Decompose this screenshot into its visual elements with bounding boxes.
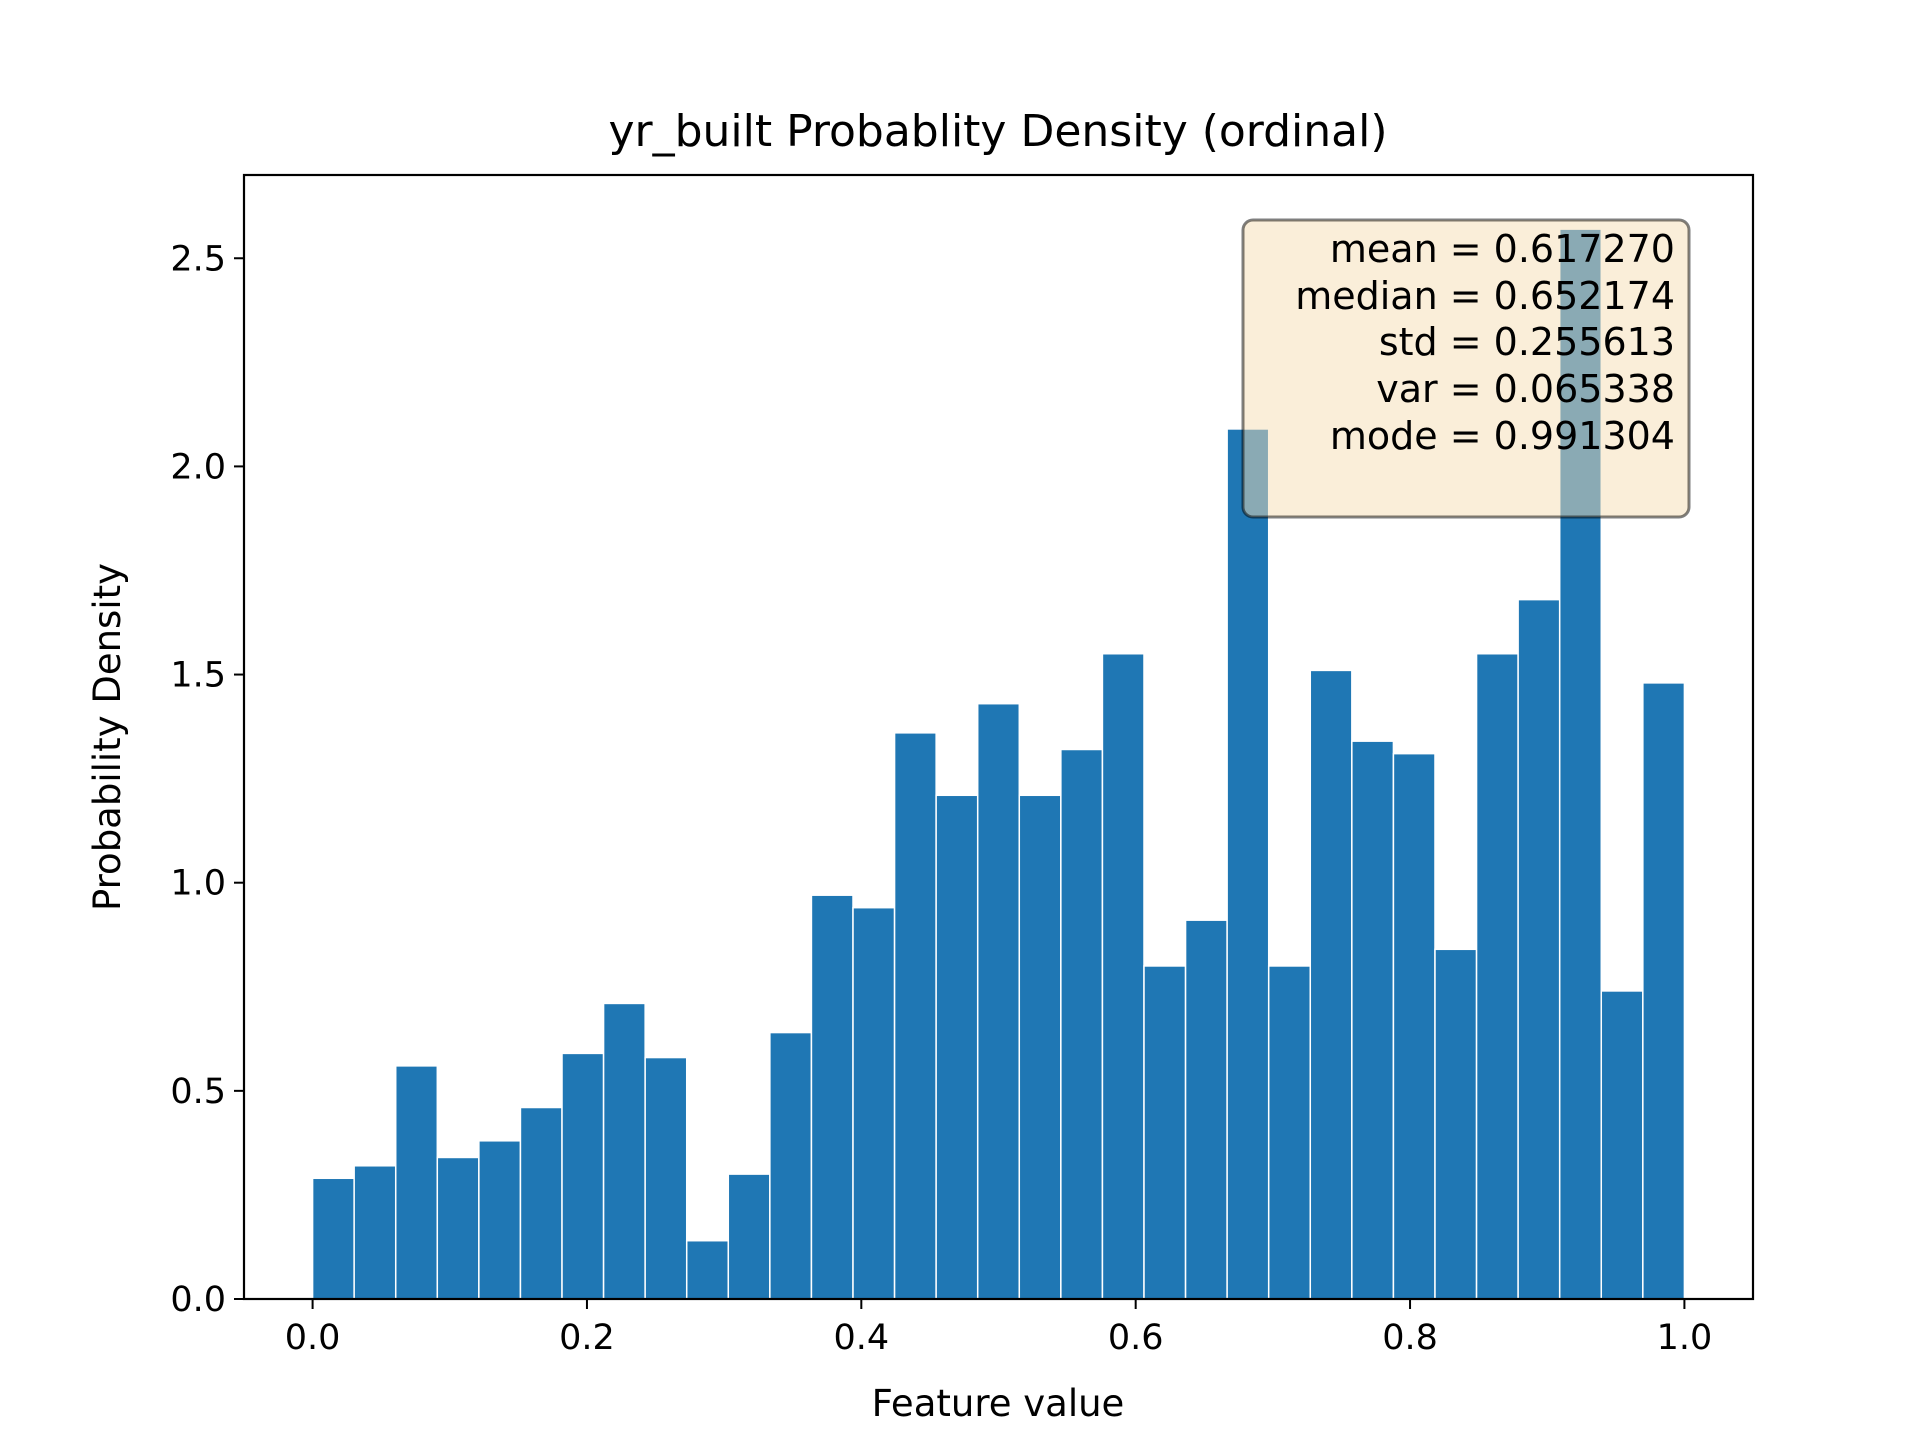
x-tick-label: 0.4 [833, 1318, 889, 1358]
stats-box-frame [1241, 218, 1691, 519]
histogram-bar [1517, 598, 1561, 1300]
histogram-bar [602, 1002, 646, 1300]
histogram-bar [1475, 652, 1519, 1300]
histogram-bar [727, 1173, 771, 1300]
histogram-bar [769, 1031, 813, 1300]
histogram-bar [436, 1156, 480, 1300]
stat-var: var = 0.065338 [1376, 367, 1675, 411]
y-tick-label: 2.5 [170, 239, 226, 279]
histogram-bar [810, 894, 854, 1300]
histogram-bar [1392, 752, 1436, 1300]
histogram-bar [1226, 428, 1270, 1300]
histogram-bar [1143, 965, 1187, 1300]
histogram-bar [1060, 748, 1104, 1300]
stat-median: median = 0.652174 [1295, 274, 1675, 318]
y-axis-label: Probability Density [86, 563, 129, 911]
histogram-bar [893, 732, 937, 1300]
x-tick-label: 0.0 [285, 1318, 341, 1358]
stat-mean: mean = 0.617270 [1330, 227, 1675, 271]
histogram-bar [478, 1140, 522, 1300]
x-axis-label: Feature value [872, 1382, 1125, 1425]
stat-std: std = 0.255613 [1379, 320, 1675, 364]
histogram-bar [1600, 990, 1644, 1300]
x-ticks: 0.0 0.2 0.4 0.6 0.8 1.0 [285, 1299, 1712, 1358]
histogram-bar [1351, 740, 1395, 1300]
bars-group [311, 228, 1686, 1300]
histogram-bar [1018, 794, 1062, 1300]
y-tick-label: 1.0 [170, 864, 226, 904]
histogram-bar [1101, 652, 1145, 1300]
stats-box: mean = 0.617270 median = 0.652174 std = … [1241, 218, 1691, 519]
x-tick-label: 0.6 [1108, 1318, 1164, 1358]
histogram-bar [644, 1056, 688, 1300]
histogram-bar [976, 702, 1021, 1300]
x-tick-label: 0.2 [559, 1318, 615, 1358]
histogram-bar [394, 1065, 439, 1300]
histogram-bar [1309, 669, 1353, 1300]
y-tick-label: 1.5 [170, 656, 226, 696]
histogram-bar [1184, 919, 1228, 1300]
histogram-bar [1267, 965, 1312, 1300]
histogram-bar [852, 906, 896, 1300]
chart-title: yr_built Probablity Density (ordinal) [608, 106, 1387, 157]
y-tick-label: 0.0 [170, 1280, 226, 1320]
axes-frame [242, 173, 1755, 1301]
x-tick-label: 0.8 [1382, 1318, 1438, 1358]
histogram-bar [1642, 682, 1686, 1300]
histogram-bar [311, 1177, 355, 1300]
histogram-bar [353, 1165, 397, 1300]
y-tick-label: 0.5 [170, 1072, 226, 1112]
stat-mode: mode = 0.991304 [1330, 414, 1675, 458]
histogram-bar [685, 1239, 730, 1300]
histogram-bar [935, 794, 979, 1300]
histogram-bar [561, 1052, 605, 1300]
y-ticks: 0.0 0.5 1.0 1.5 2.0 2.5 [170, 239, 244, 1320]
y-tick-label: 2.0 [170, 447, 226, 487]
histogram-bar [1434, 948, 1478, 1300]
histogram-bar [519, 1106, 563, 1300]
x-tick-label: 1.0 [1657, 1318, 1713, 1358]
